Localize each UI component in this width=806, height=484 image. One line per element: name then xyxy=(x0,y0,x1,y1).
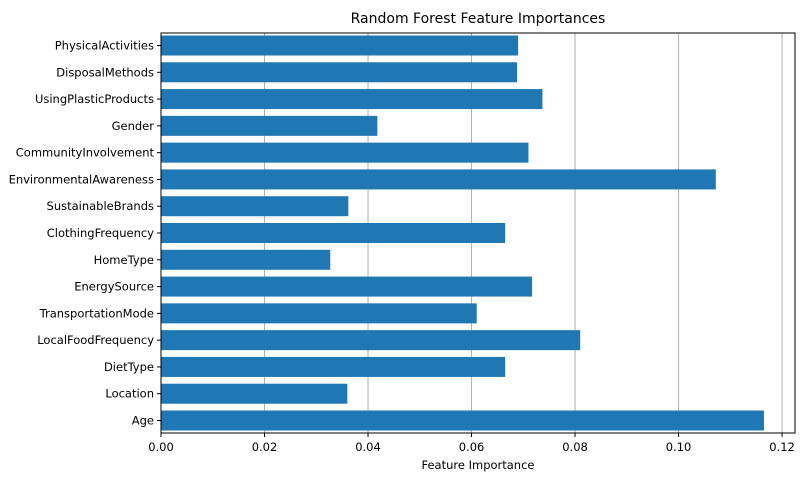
x-tick-label: 0.02 xyxy=(252,440,278,454)
x-tick-label: 0.00 xyxy=(148,440,174,454)
y-tick-label: Location xyxy=(105,387,154,401)
plot-frame xyxy=(160,32,796,434)
bar-location xyxy=(161,383,348,404)
y-tick-label: PhysicalActivities xyxy=(55,39,154,53)
bar-clothing-frequency xyxy=(161,223,506,243)
y-tick-label: Age xyxy=(132,414,154,428)
x-tick-label: 0.04 xyxy=(355,440,381,454)
bar-disposal-methods xyxy=(161,62,518,83)
x-tick-label: 0.08 xyxy=(562,440,588,454)
x-axis-label: Feature Importance xyxy=(421,458,534,472)
y-tick-label: Gender xyxy=(112,119,155,133)
x-tick-label: 0.10 xyxy=(666,440,692,454)
y-tick-label: CommunityInvolvement xyxy=(16,146,155,160)
bar-using-plastic-products xyxy=(161,89,543,110)
y-tick-label: TransportationMode xyxy=(39,306,154,320)
chart-title: Random Forest Feature Importances xyxy=(351,11,606,27)
y-tick-label: HomeType xyxy=(94,253,154,267)
y-tick-label: DisposalMethods xyxy=(56,65,154,79)
bar-diet-type xyxy=(161,356,506,377)
bar-home-type xyxy=(161,249,331,270)
y-tick-label: SustainableBrands xyxy=(47,199,154,213)
x-axis-ticks: 0.00 0.02 0.04 0.06 0.08 0.10 0.12 xyxy=(148,433,795,454)
x-tick-label: 0.06 xyxy=(459,440,485,454)
bar-environmental-awareness xyxy=(161,169,716,190)
y-tick-label: EnergySource xyxy=(74,280,154,294)
x-tick-label: 0.12 xyxy=(769,440,795,454)
bar-energy-source xyxy=(161,276,533,297)
y-tick-label: ClothingFrequency xyxy=(47,226,154,240)
bars xyxy=(161,35,764,431)
bar-age xyxy=(161,410,764,431)
bar-sustainable-brands xyxy=(161,196,349,217)
bar-local-food-frequency xyxy=(161,330,581,351)
y-tick-label: UsingPlasticProducts xyxy=(35,92,154,106)
bar-transportation-mode xyxy=(161,303,477,324)
y-tick-label: LocalFoodFrequency xyxy=(37,333,154,347)
bar-gender xyxy=(161,115,378,136)
y-tick-label: DietType xyxy=(104,360,154,374)
y-tick-label: EnvironmentalAwareness xyxy=(9,172,154,186)
y-axis-ticks: Age Location DietType LocalFoodFrequency Tra… xyxy=(9,39,161,428)
bar-physical-activities xyxy=(161,35,519,56)
bar-community-involvement xyxy=(161,142,529,163)
